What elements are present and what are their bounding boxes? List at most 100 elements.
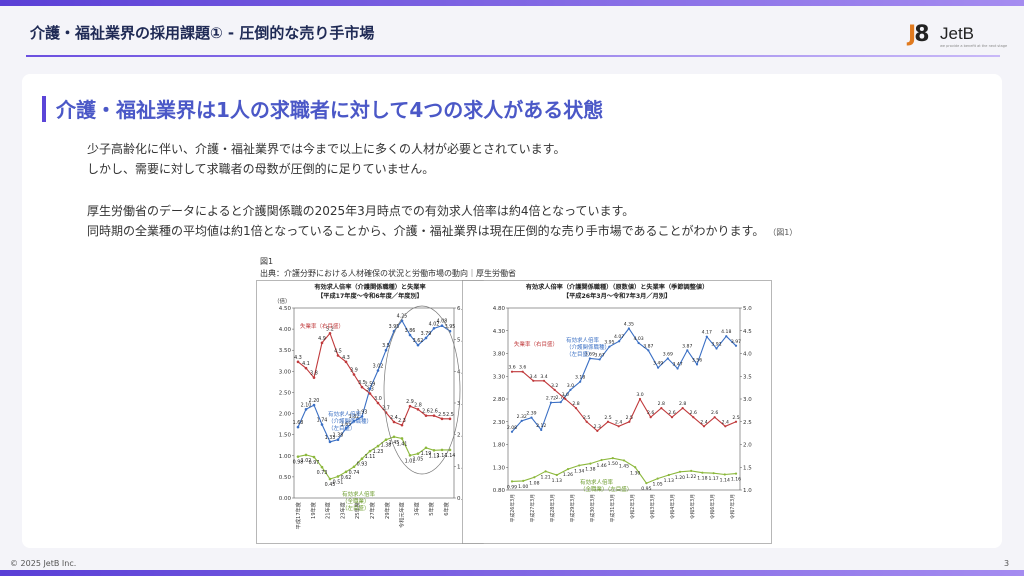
data-point-all xyxy=(544,470,547,473)
data-label-unemp: 2.6 xyxy=(422,409,430,415)
y-axis-label: （倍） xyxy=(274,297,291,305)
data-label-all: 0.98 xyxy=(293,460,304,466)
annotation-all-jobs: （全職業） xyxy=(342,497,370,505)
data-point-unemp xyxy=(312,376,316,379)
data-point-care xyxy=(569,388,572,391)
data-label-care: 4.25 xyxy=(397,314,408,320)
data-point-all xyxy=(320,465,324,469)
data-point-unemp xyxy=(660,407,663,410)
data-point-unemp xyxy=(368,392,372,395)
data-point-care xyxy=(320,423,324,426)
data-label-unemp: 3.2 xyxy=(551,383,558,389)
data-point-all xyxy=(533,476,536,479)
data-point-care xyxy=(725,335,728,338)
data-label-care: 3.56 xyxy=(692,357,702,363)
data-label-all: 1.20 xyxy=(675,475,685,481)
data-label-all: 1.19 xyxy=(421,451,432,457)
data-label-unemp: 3.6 xyxy=(519,365,526,371)
data-point-all xyxy=(566,467,570,471)
data-point-care xyxy=(559,401,562,404)
data-label-care: 1.93 xyxy=(357,410,368,416)
data-label-all: 1.30 xyxy=(630,470,640,476)
data-point-care xyxy=(304,408,308,411)
y-right-tick-label: 4.5 xyxy=(743,329,752,335)
data-point-all xyxy=(328,477,332,481)
data-label-unemp: 4.9 xyxy=(318,336,326,342)
data-point-care xyxy=(627,327,630,330)
data-label-all: 1.18 xyxy=(697,476,707,482)
annotation-all-jobs: 有効求人倍率 xyxy=(580,478,614,486)
data-point-care xyxy=(296,425,300,429)
x-tick-label: 27年度 xyxy=(368,502,376,519)
data-label-care: 1.38 xyxy=(333,433,344,439)
annotation-care-jobs: （左目盛） xyxy=(328,424,356,432)
chart-title: 有効求人倍率（介護関係職種）と失業率 xyxy=(314,283,426,291)
data-point-unemp xyxy=(424,414,428,417)
x-tick-label: 29年度 xyxy=(383,502,391,519)
x-tick-label: 平成28年3月 xyxy=(549,494,556,522)
data-label-all: 0.74 xyxy=(349,470,360,476)
data-label-all: 0.45 xyxy=(325,482,336,488)
y-left-tick-label: 1.30 xyxy=(493,465,506,471)
data-label-care: 1.74 xyxy=(317,418,328,424)
data-label-care: 3.69 xyxy=(585,352,595,358)
data-point-care xyxy=(328,440,332,444)
y-left-tick-label: 4.50 xyxy=(279,306,292,312)
data-label-care: 2.73 xyxy=(556,395,566,401)
data-label-unemp: 2.4 xyxy=(722,419,729,425)
data-point-all xyxy=(408,454,412,457)
chart-annual: 有効求人倍率（介護関係職種）と失業率【平成17年度～令和6年度／年度別】（倍）4… xyxy=(256,280,484,544)
annotation-care-jobs: 有効求人倍率 xyxy=(328,410,362,418)
data-point-care xyxy=(656,366,660,369)
series-line-unemp xyxy=(297,332,450,426)
x-tick-label: 平成27年3月 xyxy=(529,494,536,522)
data-label-all: 1.41 xyxy=(397,441,408,447)
y-left-tick-label: 0.80 xyxy=(493,488,506,494)
data-label-unemp: 2.5 xyxy=(583,415,590,421)
data-label-care: 2.59 xyxy=(365,382,376,388)
x-tick-label: 令和4年3月 xyxy=(669,494,676,519)
data-label-care: 4.18 xyxy=(721,329,731,335)
data-label-unemp: 2.5 xyxy=(626,415,633,421)
section-accent-bar xyxy=(42,96,46,122)
data-point-care xyxy=(352,419,356,423)
data-label-all: 0.95 xyxy=(641,486,651,492)
x-tick-label: 23年度 xyxy=(338,502,346,519)
data-label-care: 4.17 xyxy=(702,330,712,336)
data-label-care: 3.97 xyxy=(731,339,741,345)
x-tick-label: 平成29年3月 xyxy=(569,494,576,522)
data-point-all xyxy=(510,480,514,483)
logo-mark-8: 8 xyxy=(914,22,929,47)
chart-title: 有効求人倍率（介護関係職種）（原数値）と失業率（季節調整値） xyxy=(526,283,709,291)
data-point-all xyxy=(392,435,396,439)
data-label-unemp: 2.4 xyxy=(390,415,398,421)
data-label-care: 3.95 xyxy=(604,340,614,346)
data-point-care xyxy=(676,367,679,370)
data-label-all: 1.14 xyxy=(445,453,456,459)
data-label-unemp: 2.6 xyxy=(668,410,675,416)
data-label-care: 3.5 xyxy=(382,343,390,349)
data-point-all xyxy=(589,462,592,465)
data-point-all xyxy=(578,464,581,467)
data-point-unemp xyxy=(320,341,324,345)
data-label-unemp: 3.0 xyxy=(636,392,643,398)
data-label-unemp: 2.6 xyxy=(430,409,438,415)
data-label-care: 3.62 xyxy=(413,338,424,344)
data-label-care: 2.10 xyxy=(301,402,312,408)
data-point-all xyxy=(344,470,348,474)
data-point-all xyxy=(312,455,316,459)
data-label-all: 0.51 xyxy=(333,479,344,485)
data-point-all xyxy=(645,482,648,485)
data-label-care: 3.86 xyxy=(405,328,416,334)
data-point-all xyxy=(723,473,726,476)
data-label-all: 0.73 xyxy=(317,470,328,476)
data-label-unemp: 2.3 xyxy=(398,418,406,424)
data-label-unemp: 2.5 xyxy=(446,412,454,418)
data-label-care: 3.49 xyxy=(653,361,663,367)
data-point-all xyxy=(634,466,637,469)
data-label-care: 3.67 xyxy=(595,352,605,358)
data-point-care xyxy=(530,416,533,419)
data-label-care: 2.32 xyxy=(517,414,527,420)
series-line-care xyxy=(297,319,451,443)
page-number: 3 xyxy=(1004,559,1010,568)
